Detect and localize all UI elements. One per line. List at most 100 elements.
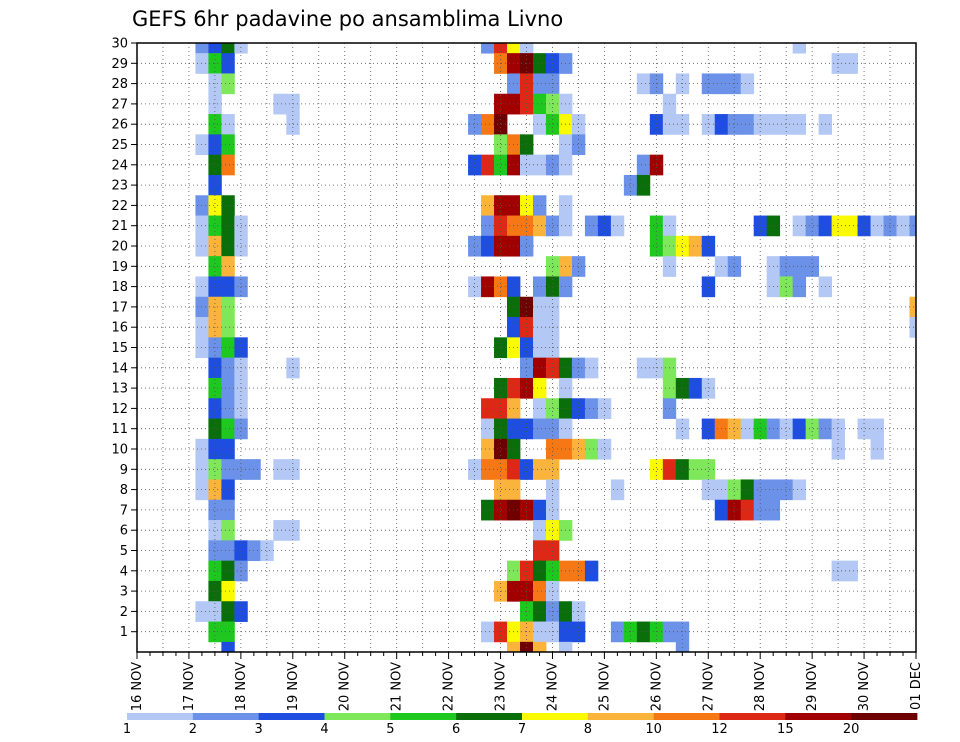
heatmap-cell — [636, 154, 651, 176]
heatmap-cell — [779, 479, 794, 501]
legend-label: 8 — [584, 722, 592, 737]
heatmap-cell — [792, 215, 807, 237]
x-tick-label: 19 NOV — [286, 662, 301, 711]
legend-swatch — [719, 713, 786, 720]
heatmap-cell — [195, 601, 209, 622]
heatmap-cell — [753, 418, 768, 440]
heatmap-cell — [195, 43, 209, 54]
heatmap-cell — [701, 276, 716, 298]
heatmap-cell — [792, 114, 807, 135]
heatmap-cell — [623, 174, 638, 196]
heatmap-cell — [494, 134, 508, 156]
heatmap-cell — [195, 215, 209, 237]
heatmap-cell — [481, 418, 495, 440]
heatmap-cell — [857, 215, 871, 237]
legend-label: 12 — [711, 722, 728, 737]
heatmap-cell — [520, 215, 534, 237]
heatmap-cell — [831, 418, 845, 440]
heatmap-cell — [221, 215, 235, 237]
heatmap-cell — [221, 459, 235, 480]
x-tick-label: 17 NOV — [182, 662, 197, 711]
heatmap-cell — [208, 398, 222, 419]
heatmap-cell — [857, 418, 871, 440]
heatmap-cell — [740, 418, 755, 440]
y-tick-label: 20 — [111, 240, 128, 255]
heatmap-cell — [208, 377, 222, 399]
heatmap-cell — [792, 479, 807, 501]
y-tick-label: 16 — [111, 321, 128, 336]
heatmap-cell — [545, 215, 560, 237]
y-tick-label: 24 — [111, 158, 128, 173]
heatmap-cell — [532, 520, 547, 541]
heatmap-cell — [571, 256, 586, 277]
heatmap-cell — [221, 580, 235, 602]
heatmap-cell — [520, 235, 534, 257]
heatmap-cell — [831, 215, 845, 237]
heatmap-cell — [532, 580, 547, 602]
heatmap-cell — [208, 459, 222, 480]
heatmap-cell — [532, 560, 547, 582]
heatmap-cell — [221, 256, 235, 277]
y-tick-label: 25 — [111, 138, 128, 153]
heatmap-cell — [909, 317, 917, 338]
heatmap-cell — [208, 520, 222, 541]
legend-label: 15 — [777, 722, 794, 737]
heatmap-cell — [545, 540, 560, 562]
legend-swatch — [785, 713, 852, 720]
heatmap-cell — [208, 195, 222, 216]
heatmap-cell — [740, 114, 755, 135]
heatmap-cell — [195, 317, 209, 338]
y-tick-label: 19 — [111, 260, 128, 275]
y-tick-label: 30 — [111, 37, 128, 52]
heatmap-cell — [221, 296, 235, 318]
x-tick-label: 01 DEC — [909, 662, 924, 710]
heatmap-cell — [481, 235, 495, 257]
heatmap-cell — [494, 418, 508, 440]
heatmap-cell — [221, 114, 235, 135]
y-tick-label: 1 — [120, 625, 128, 640]
heatmap-cell — [545, 499, 560, 521]
legend-swatch — [851, 713, 918, 720]
heatmap-cell — [208, 276, 222, 298]
heatmap-cell — [675, 377, 690, 399]
heatmap-cell — [481, 215, 495, 237]
x-axis: 16 NOV 17 NOV 18 NOV 19 NOV 20 NOV 21 NOV 22 N… — [130, 652, 924, 711]
heatmap-cell — [701, 114, 716, 135]
y-tick-label: 23 — [111, 179, 128, 194]
heatmap-cell — [481, 499, 495, 521]
heatmap-cell — [831, 438, 845, 460]
heatmap-cell — [195, 296, 209, 318]
heatmap-cell — [494, 459, 508, 480]
heatmap-cell — [727, 256, 742, 277]
heatmap-cell — [494, 276, 508, 298]
heatmap-cell — [688, 459, 703, 480]
heatmap-cell — [507, 43, 521, 54]
heatmap-cell — [532, 377, 547, 399]
y-tick-label: 27 — [111, 97, 128, 112]
y-axis: 1234567891011121314151617181920212223242… — [111, 37, 137, 640]
heatmap-cell — [571, 438, 586, 460]
heatmap-cell — [520, 459, 534, 480]
y-tick-label: 13 — [111, 382, 128, 397]
x-tick-label: 22 NOV — [442, 662, 457, 711]
heatmap-cell — [649, 154, 664, 176]
heatmap-cell — [532, 73, 547, 95]
heatmap-cell — [584, 215, 599, 237]
y-tick-label: 7 — [120, 503, 128, 518]
heatmap-cell — [221, 337, 235, 359]
heatmap-cell — [208, 540, 222, 562]
heatmap-cell — [532, 195, 547, 216]
x-tick-label: 23 NOV — [494, 662, 509, 711]
x-tick-label: 18 NOV — [234, 662, 249, 711]
heatmap-cell — [701, 235, 716, 257]
heatmap-cell — [649, 215, 664, 237]
heatmap-cell — [221, 53, 235, 74]
heatmap-cell — [221, 154, 235, 176]
heatmap-cell — [195, 195, 209, 216]
heatmap-cell — [545, 256, 560, 277]
heatmap-cell — [208, 418, 222, 440]
heatmap-cell — [727, 479, 742, 501]
heatmap-cell — [753, 499, 768, 521]
y-tick-label: 18 — [111, 280, 128, 295]
heatmap-cell — [260, 540, 274, 562]
